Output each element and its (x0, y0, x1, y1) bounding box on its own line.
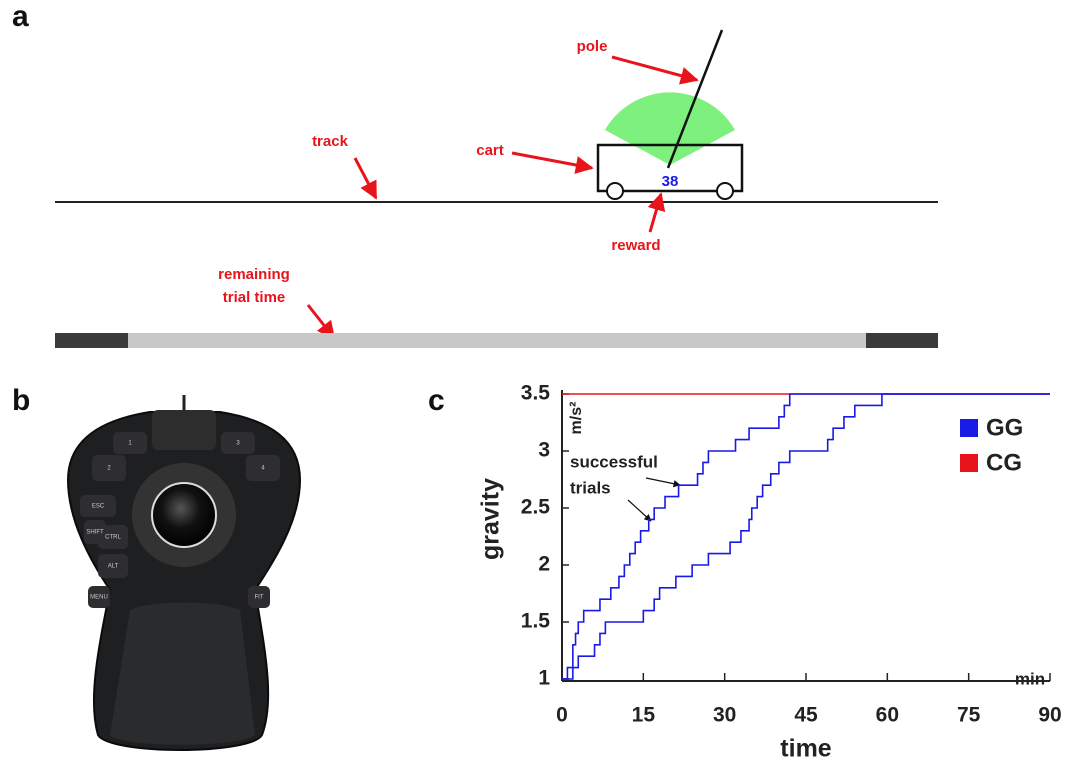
key-label: SHIFT (86, 530, 104, 536)
controller-cap (152, 483, 216, 547)
key-label: ESC (92, 504, 105, 510)
wheel (607, 183, 623, 199)
annotation: trials (570, 478, 611, 497)
key-label: CTRL (105, 535, 121, 541)
timer-elapsed (866, 333, 938, 348)
y-tick-label: 3 (538, 439, 550, 462)
reward-label: reward (611, 237, 660, 254)
reward-value: 38 (662, 173, 679, 190)
arrow (512, 153, 592, 168)
y-axis-title: gravity (477, 478, 505, 560)
legend-label: CG (986, 449, 1022, 476)
legend-swatch (960, 454, 978, 472)
y-tick-label: 3.5 (521, 382, 551, 405)
y-unit: m/s² (568, 402, 585, 435)
top-module (152, 410, 216, 450)
annotation-arrow (646, 478, 680, 485)
x-tick-label: 45 (794, 704, 818, 727)
pole-label: pole (577, 38, 608, 55)
timer-label: remaining (218, 266, 290, 283)
key-label: ALT (108, 564, 119, 570)
x-tick-label: 90 (1038, 704, 1061, 727)
arrow (355, 158, 376, 198)
panel-label: c (428, 384, 445, 417)
cart-label: cart (476, 142, 504, 159)
key-label: FIT (255, 595, 264, 601)
panel-a: a 38 pole cart track reward remaining tr… (12, 0, 938, 348)
wheel (717, 183, 733, 199)
timer-remaining (128, 333, 866, 348)
legend-label: GG (986, 414, 1023, 441)
x-tick-label: 60 (876, 704, 899, 727)
x-axis-title: time (780, 735, 832, 763)
legend-swatch (960, 419, 978, 437)
annotation-arrow (628, 500, 651, 521)
angle-zone (605, 92, 735, 165)
palm-rest (110, 603, 255, 745)
panel-c: c gravity time min m/s² successful trial… (428, 382, 1062, 763)
y-tick-label: 2.5 (521, 496, 551, 519)
y-tick-label: 2 (538, 553, 550, 576)
x-tick-label: 75 (957, 704, 981, 727)
panel-b: b 1 2 3 4 ESC SHIFT CTRL ALT MENU FIT (12, 384, 300, 750)
key-label: MENU (90, 595, 108, 601)
track-label: track (312, 133, 349, 150)
arrow (650, 194, 661, 232)
x-unit: min (1015, 669, 1045, 688)
y-tick-label: 1 (538, 667, 550, 690)
panel-label: b (12, 384, 30, 417)
x-tick-label: 0 (556, 704, 568, 727)
x-tick-label: 15 (632, 704, 656, 727)
timer-label: trial time (223, 289, 286, 306)
panel-label: a (12, 0, 29, 33)
annotation: successful (570, 452, 658, 471)
y-tick-label: 1.5 (521, 610, 551, 633)
timer-elapsed (55, 333, 128, 348)
x-tick-label: 30 (713, 704, 736, 727)
figure: a 38 pole cart track reward remaining tr… (0, 0, 1083, 765)
arrow (612, 57, 697, 80)
